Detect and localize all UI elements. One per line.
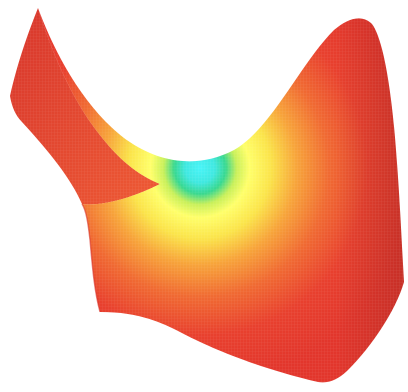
- surface-front-edge: [81, 203, 101, 313]
- surface-mesh: [10, 8, 404, 383]
